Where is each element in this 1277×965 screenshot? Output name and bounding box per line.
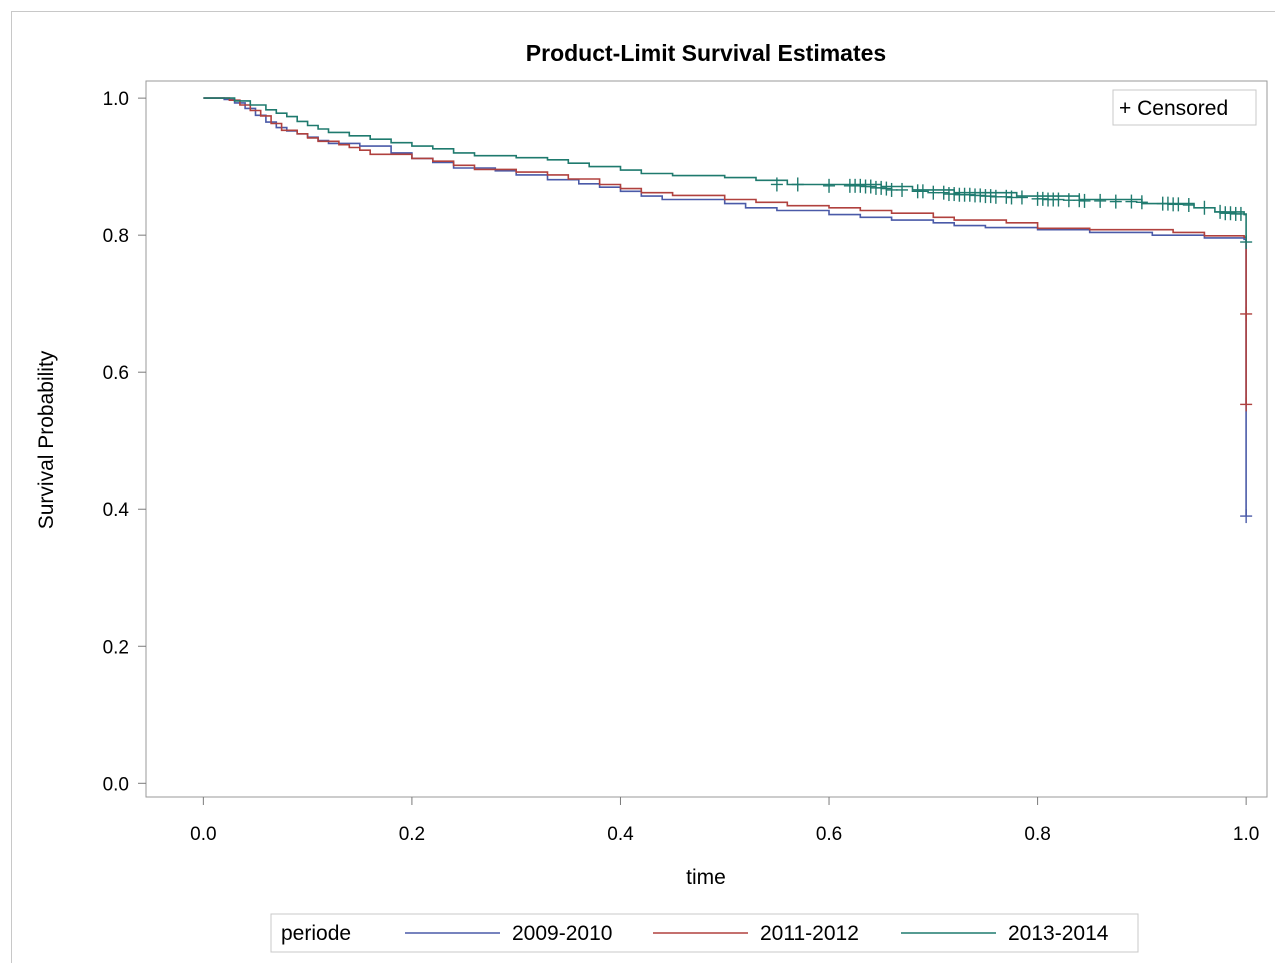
censor-mark: [1135, 195, 1148, 210]
x-tick-label: 1.0: [1233, 824, 1259, 845]
censor-mark: [1052, 192, 1065, 207]
legend-entries: 2009-2010 2011-2012 2013-2014: [405, 922, 1109, 945]
x-tick-label: 0.0: [190, 824, 216, 845]
censor-mark: [1240, 397, 1253, 412]
censor-mark: [916, 184, 929, 199]
censored-legend-box: [1112, 89, 1257, 126]
censor-mark: [864, 179, 877, 194]
censor-mark: [1015, 190, 1028, 205]
y-axis-title: Survival Probability: [35, 350, 58, 529]
censor-mark: [1240, 509, 1253, 524]
censor-mark: [1005, 190, 1018, 205]
censored-legend: + Censored: [1112, 89, 1257, 126]
x-axis: 0.0 0.2 0.4 0.6 0.8 1.0: [190, 797, 1259, 845]
legend-title: periode: [281, 922, 351, 945]
censor-mark: [1214, 204, 1227, 219]
censor-mark: [791, 177, 804, 192]
censor-mark: [1240, 306, 1253, 321]
series-legend: periode 2009-2010 2011-2012 2013-2014: [270, 913, 1139, 953]
censor-mark: [880, 181, 893, 196]
censor-mark: [885, 182, 898, 197]
legend-label: 2013-2014: [1008, 922, 1109, 945]
censored-legend-label: + Censored: [1119, 97, 1228, 120]
series-layer: [203, 97, 1253, 524]
figure-frame: [11, 11, 1275, 963]
y-tick-label: 0.2: [103, 637, 129, 658]
censor-mark: [1240, 235, 1253, 250]
censor-mark: [1062, 193, 1075, 208]
legend-label: 2011-2012: [760, 922, 859, 945]
plot-area: [145, 80, 1268, 798]
chart-title: Product-Limit Survival Estimates: [526, 40, 886, 66]
legend-label: 2009-2010: [512, 922, 612, 945]
censor-mark: [770, 177, 783, 192]
censor-mark: [1234, 206, 1247, 221]
censor-mark: [937, 185, 950, 200]
series-line-2013-2014: [203, 97, 1247, 242]
censor-mark: [1125, 194, 1138, 209]
y-tick-label: 0.4: [103, 500, 130, 521]
censor-mark: [1172, 197, 1185, 212]
censor-mark: [1109, 194, 1122, 209]
series-line-2011-2012: [203, 97, 1247, 405]
x-tick-label: 0.4: [607, 824, 634, 845]
censor-mark: [1198, 200, 1211, 215]
x-tick-label: 0.2: [399, 824, 425, 845]
y-tick-label: 1.0: [103, 89, 129, 110]
y-axis: 0.0 0.2 0.4 0.6 0.8 1.0: [103, 89, 146, 795]
censor-mark: [927, 185, 940, 200]
x-tick-label: 0.8: [1024, 824, 1050, 845]
censor-mark: [896, 182, 909, 197]
censor-mark: [1182, 198, 1195, 213]
x-tick-label: 0.6: [816, 824, 842, 845]
y-tick-label: 0.0: [103, 774, 129, 795]
censor-mark: [823, 178, 836, 193]
censor-mark: [1078, 193, 1091, 208]
x-axis-title: time: [686, 866, 726, 889]
y-tick-label: 0.8: [103, 226, 129, 247]
series-line-2009-2010: [203, 97, 1247, 517]
censor-mark: [989, 189, 1002, 204]
censor-mark: [1094, 193, 1107, 208]
y-tick-label: 0.6: [103, 363, 129, 384]
